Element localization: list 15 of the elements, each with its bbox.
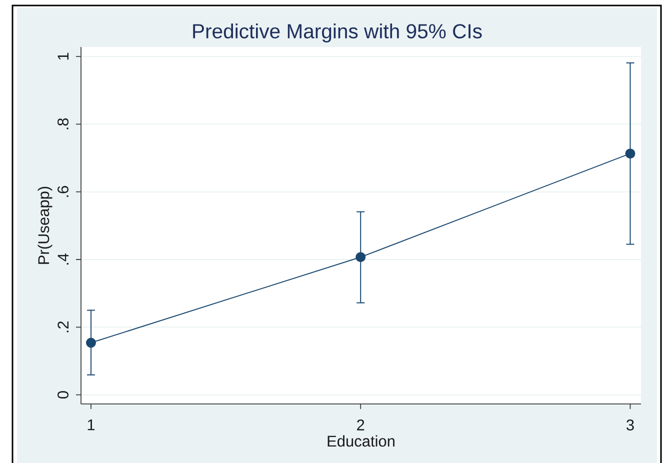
x-tick-label: 1 <box>88 420 95 430</box>
point <box>625 148 636 159</box>
chart-title: Predictive Margins with 95% CIs <box>193 24 482 42</box>
x-tick-label: 3 <box>626 420 634 430</box>
y-tick-label: .4 <box>58 253 68 265</box>
y-tick-label: 0 <box>58 391 68 399</box>
y-axis-title: Pr(Useapp) <box>38 186 52 264</box>
y-tick-label: 1 <box>58 52 68 60</box>
y-tick-label: .2 <box>58 321 68 332</box>
y-tick-label: .6 <box>58 186 68 197</box>
point <box>86 338 96 348</box>
x-axis-title: Education <box>328 435 394 447</box>
y-tick-label: .8 <box>58 118 68 130</box>
x-tick-label: 2 <box>357 420 364 430</box>
point <box>356 252 366 262</box>
